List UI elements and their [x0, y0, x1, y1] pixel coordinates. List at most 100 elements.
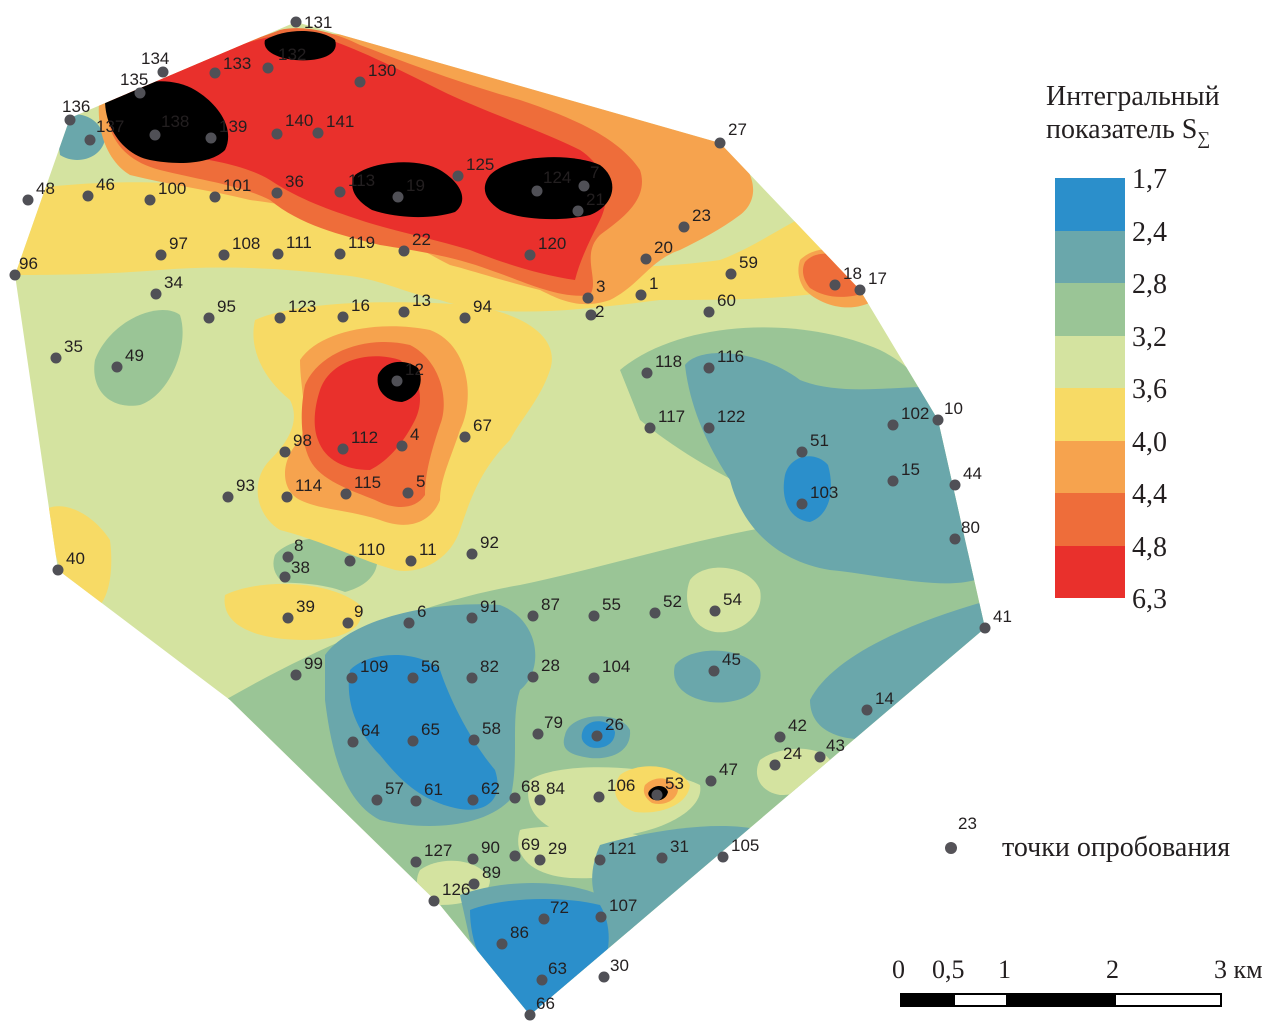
sample-point-label: 20 — [654, 238, 673, 257]
legend-class-label: 2,8 — [1132, 269, 1167, 300]
sample-point-34 — [150, 288, 162, 300]
sample-point-label: 126 — [442, 880, 470, 899]
sample-point-87 — [527, 610, 539, 622]
sample-point-28 — [527, 671, 539, 683]
sample-point-24 — [769, 759, 781, 771]
sample-point-84 — [534, 794, 546, 806]
sample-point-label: 18 — [843, 264, 862, 283]
sample-point-label: 87 — [541, 595, 560, 614]
sample-point-label: 72 — [550, 898, 569, 917]
legend-title-line2: показатель S — [1046, 114, 1198, 145]
sample-point-label: 30 — [610, 956, 629, 975]
sample-point-57 — [371, 794, 383, 806]
legend-swatch-6 — [1055, 493, 1125, 546]
sample-point-label: 138 — [161, 112, 189, 131]
sample-point-label: 140 — [285, 111, 313, 130]
sample-point-105 — [717, 851, 729, 863]
sample-point-label: 41 — [993, 607, 1012, 626]
sample-point-82 — [466, 672, 478, 684]
scale-tick-1: 1 — [998, 955, 1011, 984]
sample-point-94 — [459, 312, 471, 324]
sample-point-label: 60 — [717, 291, 736, 310]
sample-point-label: 14 — [875, 689, 894, 708]
sample-point-111 — [272, 248, 284, 260]
sample-point-132 — [262, 62, 274, 74]
sample-point-label: 6 — [417, 602, 426, 621]
sample-point-label: 67 — [473, 416, 492, 435]
sample-point-label: 109 — [360, 657, 388, 676]
sample-point-label: 95 — [217, 297, 236, 316]
sample-point-62 — [467, 794, 479, 806]
legend-class-label: 4,4 — [1132, 479, 1167, 510]
sample-point-label: 34 — [164, 273, 183, 292]
sample-point-117 — [644, 422, 656, 434]
sample-point-27 — [714, 137, 726, 149]
sample-point-label: 11 — [419, 540, 437, 559]
sample-point-label: 101 — [223, 176, 251, 195]
zone-3-6 — [224, 583, 362, 640]
zone-2-4 — [685, 353, 977, 584]
sample-point-17 — [854, 284, 866, 296]
sample-point-67 — [459, 431, 471, 443]
sample-point-label: 104 — [602, 657, 630, 676]
sample-point-legend: 23 точки опробования — [940, 812, 1280, 872]
zone-2-4 — [55, 114, 105, 160]
legend-class-label: 4,0 — [1132, 426, 1167, 458]
sample-point-63 — [536, 974, 548, 986]
sample-point-label: 112 — [351, 428, 378, 447]
sample-point-13 — [398, 306, 410, 318]
sample-point-label: 90 — [481, 838, 500, 857]
sample-point-46 — [82, 190, 94, 202]
sample-point-label: 106 — [607, 776, 635, 795]
sample-point-label: 65 — [421, 720, 440, 739]
sample-point-label: 52 — [663, 592, 682, 611]
sample-point-127 — [410, 856, 422, 868]
sample-point-55 — [588, 610, 600, 622]
sample-point-72 — [538, 913, 550, 925]
sample-point-44 — [949, 479, 961, 491]
sample-point-40 — [52, 564, 64, 576]
sample-point-label: 40 — [66, 549, 85, 568]
legend-swatch-3 — [1055, 335, 1125, 388]
sample-point-label: 47 — [719, 760, 738, 779]
sample-point-label: 135 — [120, 70, 148, 89]
sample-point-31 — [656, 852, 668, 864]
sample-point-12 — [391, 375, 403, 387]
sample-point-label: 121 — [608, 839, 636, 858]
sample-point-label: 139 — [219, 117, 247, 136]
sample-point-110 — [344, 555, 356, 567]
sample-point-64 — [347, 736, 359, 748]
sample-point-92 — [466, 548, 478, 560]
sample-point-label: 92 — [480, 533, 499, 552]
sample-point-label: 141 — [326, 112, 354, 131]
sample-point-legend-label: точки опробования — [1002, 832, 1231, 863]
sample-point-103 — [796, 498, 808, 510]
sample-point-label: 28 — [541, 656, 560, 675]
sample-point-label: 82 — [480, 657, 499, 676]
sample-point-label: 53 — [665, 774, 684, 793]
sample-point-label: 31 — [670, 837, 689, 856]
sample-point-140 — [271, 128, 283, 140]
sample-point-109 — [346, 672, 358, 684]
sample-point-53 — [651, 789, 663, 801]
sample-point-113 — [334, 186, 346, 198]
sample-point-label: 69 — [521, 835, 540, 854]
sample-point-1 — [635, 289, 647, 301]
sample-point-label: 86 — [510, 923, 529, 942]
sample-point-51 — [796, 446, 808, 458]
sample-point-label: 55 — [602, 595, 621, 614]
sample-point-label: 96 — [19, 254, 38, 273]
sample-point-95 — [203, 312, 215, 324]
sample-point-135 — [134, 87, 146, 99]
sample-point-125 — [452, 170, 464, 182]
sample-point-60 — [703, 306, 715, 318]
sample-point-label: 123 — [288, 297, 316, 316]
sample-point-80 — [949, 533, 961, 545]
zone-4-8 — [110, 34, 606, 280]
sample-point-label: 51 — [810, 431, 829, 450]
sample-point-138 — [149, 129, 161, 141]
sample-point-dot-icon — [945, 842, 957, 854]
legend-swatch-5 — [1055, 440, 1125, 493]
legend-class-label: 3,6 — [1132, 374, 1167, 405]
